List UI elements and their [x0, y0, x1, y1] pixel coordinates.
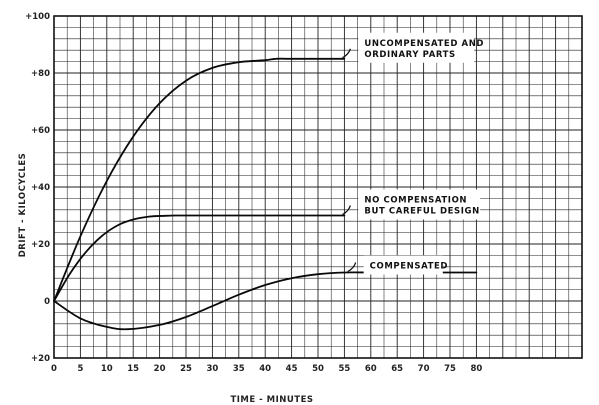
y-tick-label: +80 — [31, 69, 50, 79]
y-tick-label: +20 — [31, 354, 50, 364]
major-grid — [53, 15, 583, 359]
x-tick-label: 60 — [365, 364, 377, 374]
x-tick-label: 25 — [180, 364, 192, 374]
plot-frame — [53, 15, 583, 359]
annotation-box — [358, 189, 481, 220]
y-axis-label: DRIFT - KILOCYCLES — [18, 153, 28, 258]
annotation-text: BUT CAREFUL DESIGN — [364, 207, 479, 217]
y-tick-label: +60 — [31, 126, 50, 136]
annotation-text: ORDINARY PARTS — [364, 50, 455, 60]
x-tick-label: 65 — [391, 364, 403, 374]
x-tick-label: 40 — [259, 364, 271, 374]
y-tick-labels: +100 +80 +60 +40 +20 0 +20 — [25, 12, 50, 364]
x-tick-label: 80 — [470, 364, 482, 374]
x-tick-label: 10 — [101, 364, 113, 374]
x-tick-label: 15 — [127, 364, 139, 374]
x-tick-label: 70 — [418, 364, 430, 374]
x-tick-label: 0 — [51, 364, 57, 374]
annotation-compensated: COMPENSATED — [347, 255, 448, 275]
x-tick-label: 20 — [154, 364, 166, 374]
annotation-text: COMPENSATED — [370, 262, 448, 272]
y-tick-label: 0 — [44, 297, 50, 307]
x-tick-label: 75 — [444, 364, 456, 374]
x-tick-label: 35 — [233, 364, 245, 374]
y-tick-label: +40 — [31, 183, 50, 193]
annotation-leader — [347, 262, 357, 273]
annotation-leader — [342, 205, 351, 216]
x-tick-label: 50 — [312, 364, 324, 374]
annotation-box — [363, 255, 443, 275]
annotation-text: UNCOMPENSATED AND — [364, 39, 484, 49]
x-tick-label: 30 — [206, 364, 218, 374]
x-tick-label: 55 — [338, 364, 350, 374]
x-tick-label: 45 — [286, 364, 298, 374]
annotation-text: NO COMPENSATION — [364, 196, 467, 206]
x-tick-labels: 0 5 10 15 20 25 30 35 40 45 50 55 60 65 70 75 80 — [51, 364, 482, 374]
y-tick-label: +100 — [25, 12, 50, 22]
x-tick-label: 5 — [77, 364, 83, 374]
uncompensated-curve — [53, 57, 346, 302]
x-axis-label: TIME - MINUTES — [230, 395, 313, 405]
careful-design-curve — [53, 214, 346, 302]
annotation-leader — [342, 48, 351, 59]
annotation-box — [358, 32, 475, 63]
y-tick-label: +20 — [31, 240, 50, 250]
